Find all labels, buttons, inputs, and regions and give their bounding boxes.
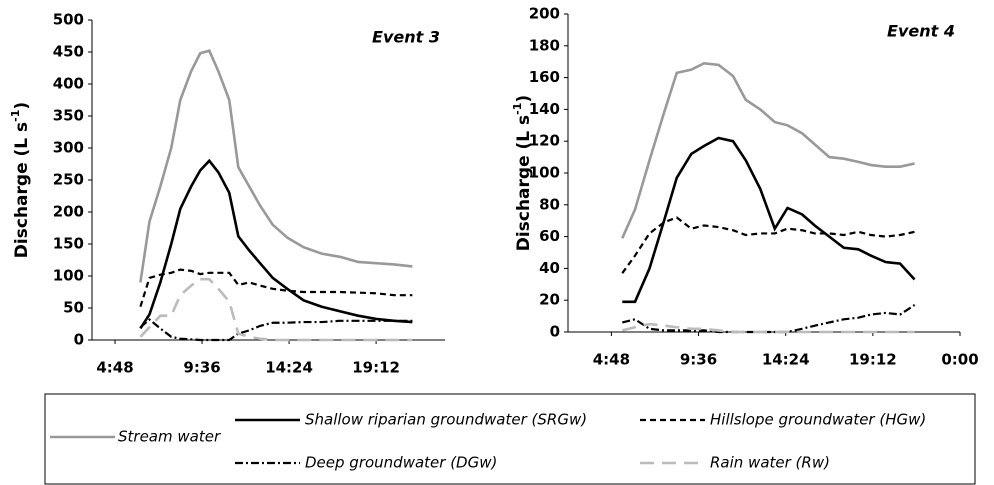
y-tick-label: 250 [53, 171, 84, 189]
y-tick-label: 50 [63, 299, 84, 317]
series-line [621, 322, 915, 334]
legend-box [44, 393, 976, 485]
y-tick-label: 120 [529, 132, 560, 150]
y-axis-label-part: ) [12, 102, 32, 110]
y-axis-label-part: Discharge (L s [514, 115, 534, 251]
y-tick-label: 40 [539, 259, 560, 277]
y-tick-label: 350 [53, 107, 84, 125]
series-line [622, 136, 916, 304]
y-axis-label: Discharge (L s-1) [511, 95, 534, 251]
y-tick-label: 500 [53, 11, 84, 29]
y-axis-label-part: ) [514, 95, 534, 103]
y-tick-label: 400 [53, 75, 84, 93]
chart-title: Event 4 [887, 22, 955, 41]
y-tick-label: 100 [529, 164, 560, 182]
y-axis-label-part: Discharge (L s [12, 122, 32, 258]
y-tick-label: 200 [53, 203, 84, 221]
y-axis-label: Discharge (L s-1) [9, 102, 32, 258]
y-tick-label: 160 [529, 68, 560, 86]
legend-label: Deep groundwater (DGw) [305, 454, 497, 472]
x-tick-label: 9:36 [183, 359, 220, 377]
legend-label: Rain water (Rw) [710, 454, 830, 472]
x-tick-label: 19:12 [849, 351, 897, 369]
series-line [621, 61, 915, 239]
series-line [139, 318, 413, 342]
y-axis-label-sup: -1 [511, 103, 524, 115]
series-line [139, 158, 413, 330]
y-tick-label: 0 [550, 323, 560, 341]
x-tick-label: 4:48 [96, 359, 133, 377]
series-line [621, 216, 915, 274]
x-tick-label: 14:24 [265, 359, 313, 377]
series-line [622, 304, 916, 334]
y-tick-label: 0 [74, 331, 84, 349]
legend-label: Hillslope groundwater (HGw) [710, 411, 926, 429]
y-tick-label: 60 [539, 227, 560, 245]
legend-label: Shallow riparian groundwater (SRGw) [305, 411, 587, 429]
x-tick-label: 19:12 [352, 359, 400, 377]
series-line [139, 268, 413, 308]
y-tick-label: 180 [529, 36, 560, 54]
series-line [139, 49, 413, 283]
y-tick-label: 20 [539, 291, 560, 309]
y-tick-label: 80 [539, 195, 560, 213]
series-line [139, 277, 413, 342]
legend-label: Stream water [118, 428, 221, 446]
x-tick-label: 14:24 [762, 351, 810, 369]
y-axis-label-sup: -1 [9, 110, 22, 122]
y-tick-label: 300 [53, 139, 84, 157]
y-tick-label: 150 [53, 235, 84, 253]
y-tick-label: 100 [53, 267, 84, 285]
chart-title: Event 3 [372, 28, 440, 47]
x-tick-label: 9:36 [680, 351, 717, 369]
y-tick-label: 200 [529, 5, 560, 23]
y-tick-label: 450 [53, 43, 84, 61]
x-tick-label: 4:48 [593, 351, 630, 369]
y-tick-label: 140 [529, 100, 560, 118]
x-tick-label: 0:00 [941, 351, 978, 369]
